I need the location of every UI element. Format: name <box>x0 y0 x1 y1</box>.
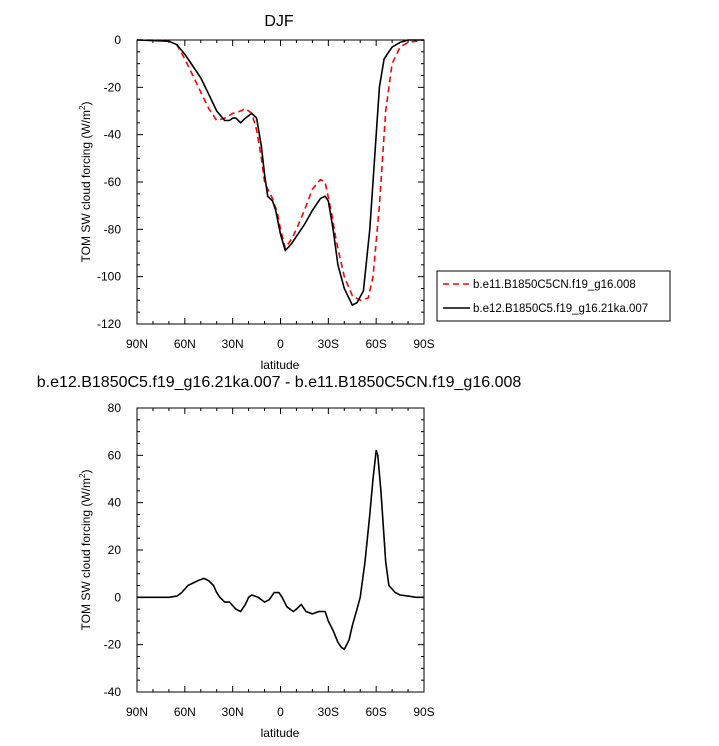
bottom-chart-y-tick-label: 80 <box>108 401 122 415</box>
top-chart-plot-area <box>136 39 425 325</box>
bottom-chart-x-tick-label: 60S <box>365 705 386 719</box>
top-chart-y-tick-label: -120 <box>97 317 121 331</box>
bottom-chart-frame <box>136 407 425 693</box>
top-chart-x-tick-labels: 90N 60N 30N 0 30S 60S 90S <box>126 337 435 351</box>
bottom-chart-x-tick-label: 90S <box>413 705 434 719</box>
top-chart-y-tick-label: -80 <box>104 222 122 236</box>
bottom-chart-x-tick-label: 30N <box>222 705 244 719</box>
bottom-chart-y-tick-label: 20 <box>108 543 122 557</box>
top-chart-y-tick-label: 0 <box>114 33 121 47</box>
legend-box <box>436 270 671 322</box>
bottom-chart-y-tick-label: -20 <box>104 638 122 652</box>
bottom-chart-y-axis-label: TOM SW cloud forcing (W/m2) <box>78 470 93 631</box>
top-chart-y-axis-label: TOM SW cloud forcing (W/m2) <box>78 102 93 263</box>
top-chart-series <box>136 39 425 306</box>
bottom-chart-x-axis-label: latitude <box>261 726 300 740</box>
top-chart-x-tick-label: 60N <box>174 337 196 351</box>
top-chart-y-tick-labels: 0 -20 -40 -60 -80 -100 -120 <box>97 33 121 331</box>
bottom-chart-y-tick-labels: 80 60 40 20 0 -20 -40 <box>104 401 122 699</box>
top-chart-x-tick-label: 60S <box>365 337 386 351</box>
top-chart-y-tick-label: -20 <box>104 80 122 94</box>
top-chart-y-tick-label: -100 <box>97 270 121 284</box>
bottom-chart-series-line-1 <box>137 449 424 651</box>
bottom-chart-y-tick-label: 60 <box>108 448 122 462</box>
bottom-chart-x-tick-label: 90N <box>126 705 148 719</box>
top-chart-ticks <box>136 39 425 325</box>
top-chart-x-tick-label: 90S <box>413 337 434 351</box>
bottom-chart-series <box>137 449 424 651</box>
top-chart-legend: b.e11.B1850C5CN.f19_g16.008 b.e12.B1850C… <box>436 270 671 322</box>
bottom-chart-y-tick-label: 40 <box>108 496 122 510</box>
top-chart-title: DJF <box>264 13 294 30</box>
top-chart: DJF 90N 60N 30N 0 30S 60S 90S 0 -20 -40 -60 -80 -10… <box>78 13 671 372</box>
bottom-chart-x-tick-label: 30S <box>318 705 339 719</box>
bottom-chart-x-tick-labels: 90N 60N 30N 0 30S 60S 90S <box>126 705 435 719</box>
top-chart-x-axis-label: latitude <box>261 358 300 372</box>
top-chart-x-tick-label: 0 <box>277 337 284 351</box>
top-chart-series-line-1 <box>137 39 425 302</box>
top-chart-series-line-2 <box>136 39 424 306</box>
top-chart-x-tick-label: 30N <box>222 337 244 351</box>
bottom-chart-y-tick-label: -40 <box>104 685 122 699</box>
bottom-chart-plot-area <box>136 407 425 693</box>
bottom-chart-ticks <box>136 407 425 693</box>
bottom-chart-y-tick-label: 0 <box>114 590 121 604</box>
bottom-chart: b.e12.B1850C5.f19_g16.21ka.007 - b.e11.B… <box>37 374 522 740</box>
top-chart-y-tick-label: -40 <box>104 128 122 142</box>
top-chart-x-tick-label: 90N <box>126 337 148 351</box>
top-chart-y-tick-label: -60 <box>104 175 122 189</box>
bottom-chart-title: b.e12.B1850C5.f19_g16.21ka.007 - b.e11.B… <box>37 374 522 391</box>
legend-label-series-1: b.e11.B1850C5CN.f19_g16.008 <box>473 279 636 291</box>
bottom-chart-x-tick-label: 60N <box>174 705 196 719</box>
top-chart-x-tick-label: 30S <box>318 337 339 351</box>
legend-label-series-2: b.e12.B1850C5.f19_g16.21ka.007 <box>473 303 648 315</box>
bottom-chart-x-tick-label: 0 <box>277 705 284 719</box>
